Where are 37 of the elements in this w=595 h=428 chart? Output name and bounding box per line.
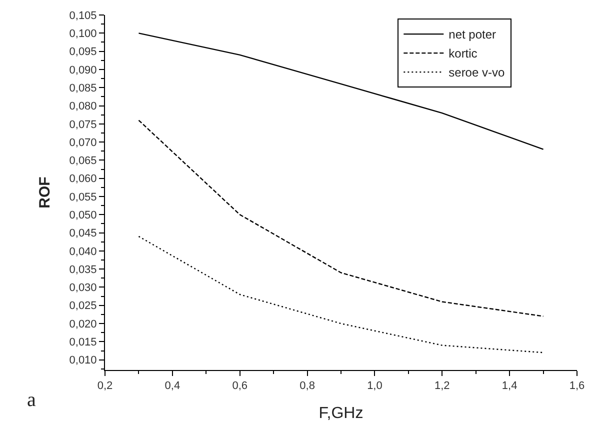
y-tick-label: 0,025	[69, 300, 97, 312]
legend-label: net poter	[448, 28, 496, 42]
x-axis-title: F,GHz	[318, 404, 364, 422]
x-tick-label: 1,4	[502, 380, 518, 392]
x-tick-label: 0,6	[232, 380, 248, 392]
line-series	[138, 236, 544, 354]
x-tick-label: 0,2	[97, 380, 113, 392]
y-tick-label: 0,085	[69, 82, 97, 94]
y-tick-label: 0,060	[69, 173, 97, 186]
legend-label: seroe v-vo	[448, 66, 505, 80]
y-tick-label: 0,070	[69, 136, 97, 149]
y-tick-label: 0,015	[69, 336, 97, 349]
x-tick-label: 0,8	[300, 380, 315, 392]
y-tick-label: 0,065	[69, 155, 97, 168]
y-tick-label: 0,035	[69, 264, 97, 276]
x-tick-label: 0,4	[164, 380, 180, 392]
line-series	[138, 120, 544, 317]
y-tick-label: 0,100	[69, 28, 97, 40]
y-tick-label: 0,020	[69, 318, 97, 330]
x-tick-label: 1,2	[434, 380, 450, 392]
x-tick-label: 1,0	[367, 380, 382, 392]
y-tick-label: 0,080	[69, 100, 97, 113]
y-tick-label: 0,010	[69, 354, 97, 367]
x-tick-label: 1,6	[569, 380, 585, 392]
y-tick-label: 0,105	[69, 10, 97, 22]
y-tick-label: 0,045	[69, 228, 97, 240]
legend-label: kortic	[448, 46, 478, 61]
y-tick-label: 0,090	[69, 64, 97, 76]
y-tick-label: 0,040	[69, 246, 97, 258]
y-tick-label: 0,050	[69, 209, 97, 222]
text: a	[27, 389, 36, 411]
y-tick-label: 0,075	[69, 118, 97, 131]
y-tick-label: 0,055	[69, 191, 97, 204]
y-tick-label: 0,095	[69, 46, 97, 58]
y-tick-label: 0,030	[69, 282, 97, 294]
line-series	[138, 32, 544, 150]
y-axis-title: ROF	[36, 176, 54, 208]
